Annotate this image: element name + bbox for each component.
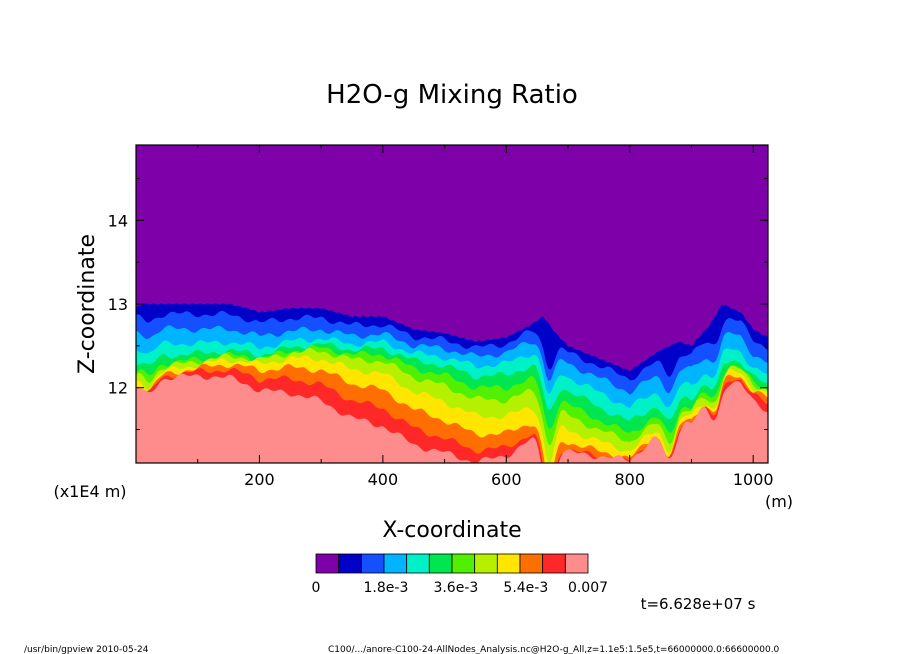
- x-tick-label-200: 200: [244, 470, 275, 489]
- contour-band-11: [136, 373, 768, 463]
- x-unit-label: (m): [765, 492, 793, 511]
- colorbar-swatch-5: [428, 553, 453, 574]
- colorbar-labels: 0 1.8e-3 3.6e-3 5.4e-3 0.007: [312, 580, 609, 596]
- colorbar-swatch-10: [542, 553, 566, 574]
- y-tick-label-13: 13: [108, 295, 128, 314]
- y-unit-label: (x1E4 m): [53, 482, 126, 501]
- colorbar-swatch-6: [451, 553, 476, 574]
- x-tick-label-600: 600: [491, 470, 522, 489]
- x-tick-label-800: 800: [614, 470, 645, 489]
- plot-area: [136, 145, 768, 463]
- colorbar-swatch-0: [315, 553, 340, 574]
- colorbar-label-2: 3.6e-3: [433, 580, 478, 596]
- colorbar-label-3: 5.4e-3: [503, 580, 548, 596]
- y-tick-label-12: 12: [108, 379, 128, 398]
- x-axis-label: X-coordinate: [382, 518, 521, 543]
- y-axis-label: Z-coordinate: [75, 234, 100, 374]
- colorbar-swatch-7: [474, 553, 498, 574]
- footer-right: C100/.../anore-C100-24-AllNodes_Analysis…: [328, 645, 780, 654]
- y-tick-label-14: 14: [108, 211, 128, 230]
- x-tick-label-1000: 1000: [733, 470, 774, 489]
- colorbar-swatch-9: [519, 553, 544, 574]
- footer-left: /usr/bin/gpview 2010-05-24: [24, 645, 149, 654]
- colorbar-swatch-4: [406, 553, 430, 574]
- colorbar-label-1: 1.8e-3: [364, 580, 409, 596]
- colorbar-label-0: 0: [312, 580, 321, 596]
- chart-title: H2O-g Mixing Ratio: [326, 80, 578, 110]
- x-tick-label-400: 400: [368, 470, 399, 489]
- colorbar: [315, 553, 589, 574]
- colorbar-swatch-3: [383, 553, 408, 574]
- colorbar-swatch-2: [360, 553, 385, 574]
- colorbar-label-4: 0.007: [568, 580, 608, 596]
- colorbar-swatch-8: [496, 553, 521, 574]
- colorbar-swatch-11: [564, 553, 589, 574]
- time-label: t=6.628e+07 s: [641, 595, 756, 613]
- x-axis: 200 400 600 800 1000: [197, 145, 774, 489]
- y-axis: 12 13 14: [108, 177, 768, 431]
- colorbar-swatch-1: [338, 553, 362, 574]
